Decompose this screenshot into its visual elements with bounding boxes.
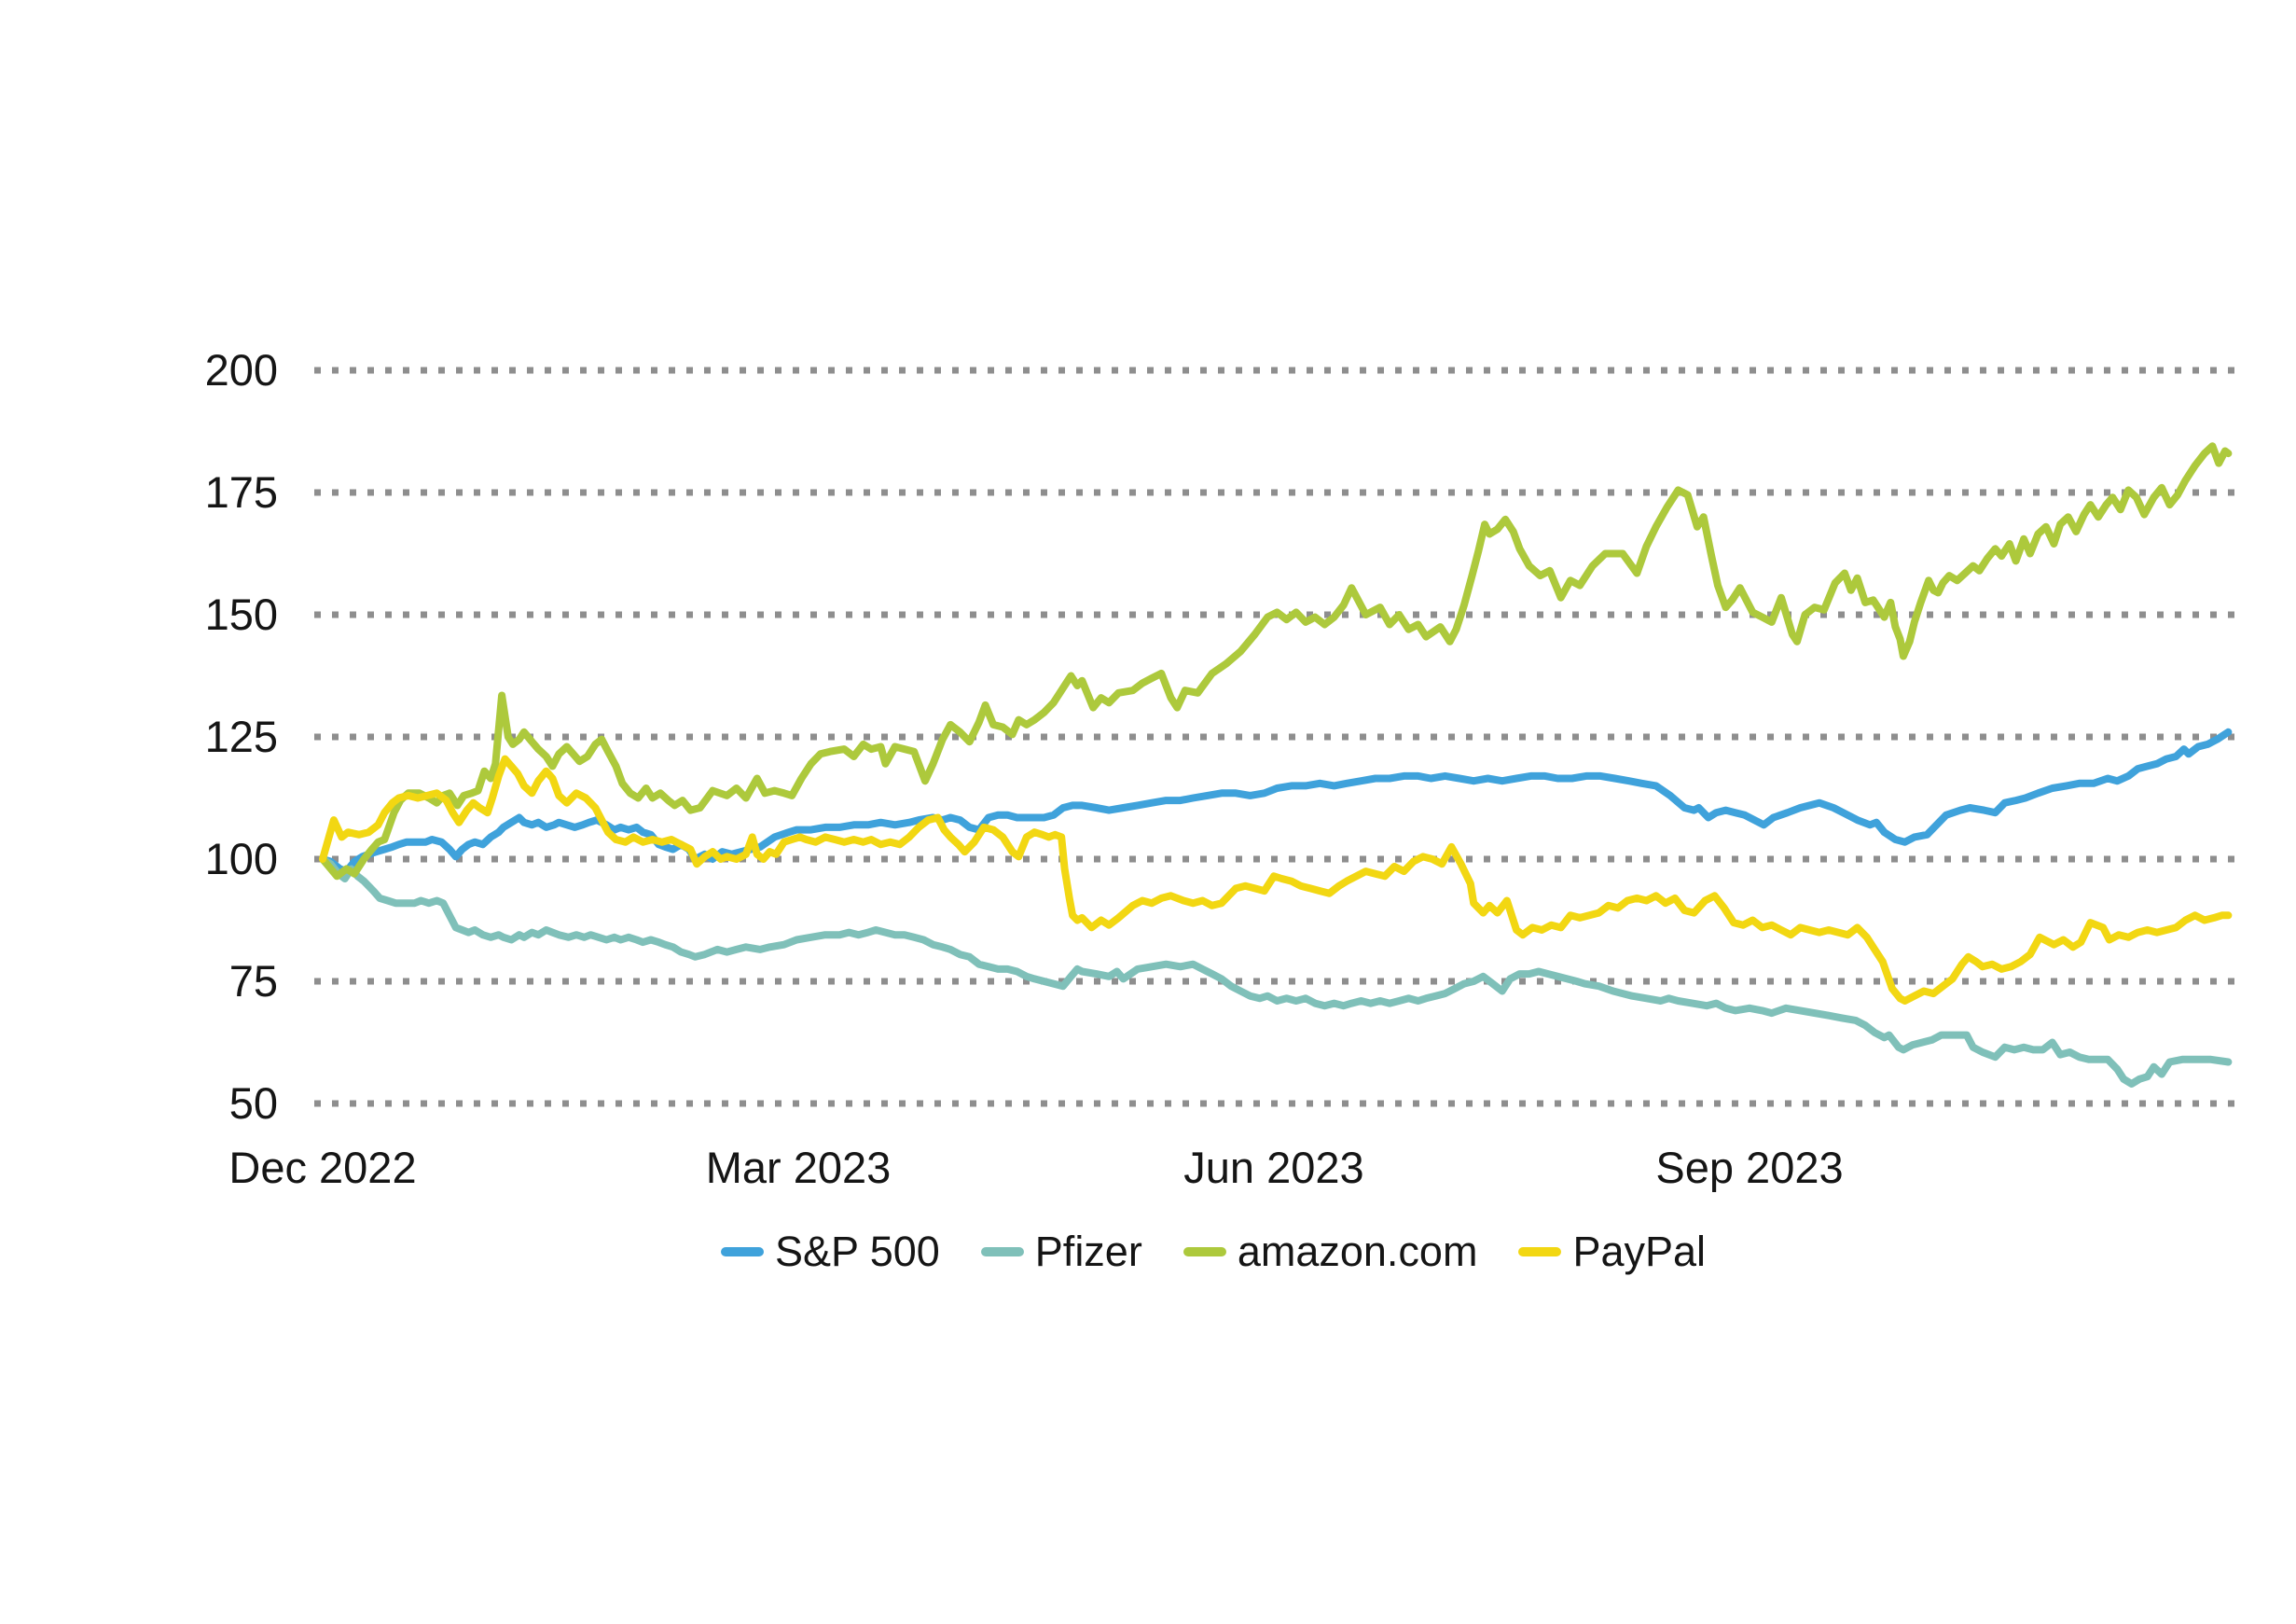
legend-label-pfizer: Pfizer [1034, 1228, 1142, 1275]
y-tick-175: 175 [204, 467, 278, 517]
line-amazon [319, 442, 2233, 881]
legend-label-sp500: S&P 500 [774, 1228, 940, 1275]
legend-label-amazon: amazon.com [1237, 1228, 1478, 1275]
legend-item-amazon: amazon.com [1183, 1224, 1478, 1280]
y-tick-200: 200 [204, 345, 278, 395]
y-tick-150: 150 [204, 590, 278, 639]
line-sp500 [319, 728, 2233, 876]
line-pfizer [319, 855, 2233, 1088]
paypal-swatch-icon [1518, 1247, 1562, 1256]
sp500-swatch-icon [720, 1247, 764, 1256]
y-tick-100: 100 [204, 834, 278, 883]
line-paypal [319, 755, 2233, 1005]
x-tick-mar-2023: Mar 2023 [705, 1143, 892, 1192]
legend: S&P 500 Pfizer amazon.com PayPal [65, 1224, 2296, 1280]
y-tick-50: 50 [228, 1078, 278, 1128]
series-lines [319, 442, 2233, 1088]
legend-label-paypal: PayPal [1572, 1228, 1707, 1275]
legend-item-pfizer: Pfizer [980, 1224, 1142, 1280]
amazon-swatch-icon [1183, 1247, 1226, 1256]
y-tick-75: 75 [228, 956, 278, 1006]
x-tick-sep-2023: Sep 2023 [1655, 1143, 1844, 1192]
legend-item-paypal: PayPal [1518, 1224, 1706, 1280]
x-tick-jun-2023: Jun 2023 [1183, 1143, 1364, 1192]
x-tick-dec-2022: Dec 2022 [228, 1143, 417, 1192]
legend-item-sp500: S&P 500 [720, 1224, 940, 1280]
pfizer-swatch-icon [980, 1247, 1024, 1256]
y-tick-125: 125 [204, 712, 278, 761]
